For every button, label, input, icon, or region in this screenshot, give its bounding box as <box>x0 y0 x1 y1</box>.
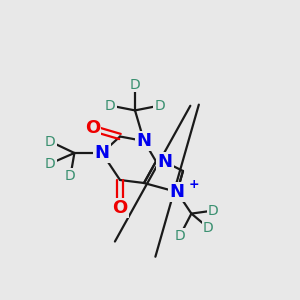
Text: N: N <box>158 153 172 171</box>
Text: D: D <box>105 99 116 112</box>
Text: O: O <box>112 199 128 217</box>
Text: D: D <box>45 135 56 148</box>
Text: D: D <box>65 169 76 182</box>
Text: D: D <box>208 204 218 218</box>
Text: D: D <box>154 99 165 112</box>
Text: N: N <box>94 144 110 162</box>
Text: N: N <box>136 132 152 150</box>
Text: O: O <box>85 119 100 137</box>
Text: D: D <box>175 229 185 242</box>
Text: D: D <box>45 157 56 170</box>
Text: D: D <box>203 221 214 235</box>
Text: D: D <box>130 78 140 92</box>
Text: +: + <box>188 178 199 191</box>
Text: N: N <box>169 183 184 201</box>
